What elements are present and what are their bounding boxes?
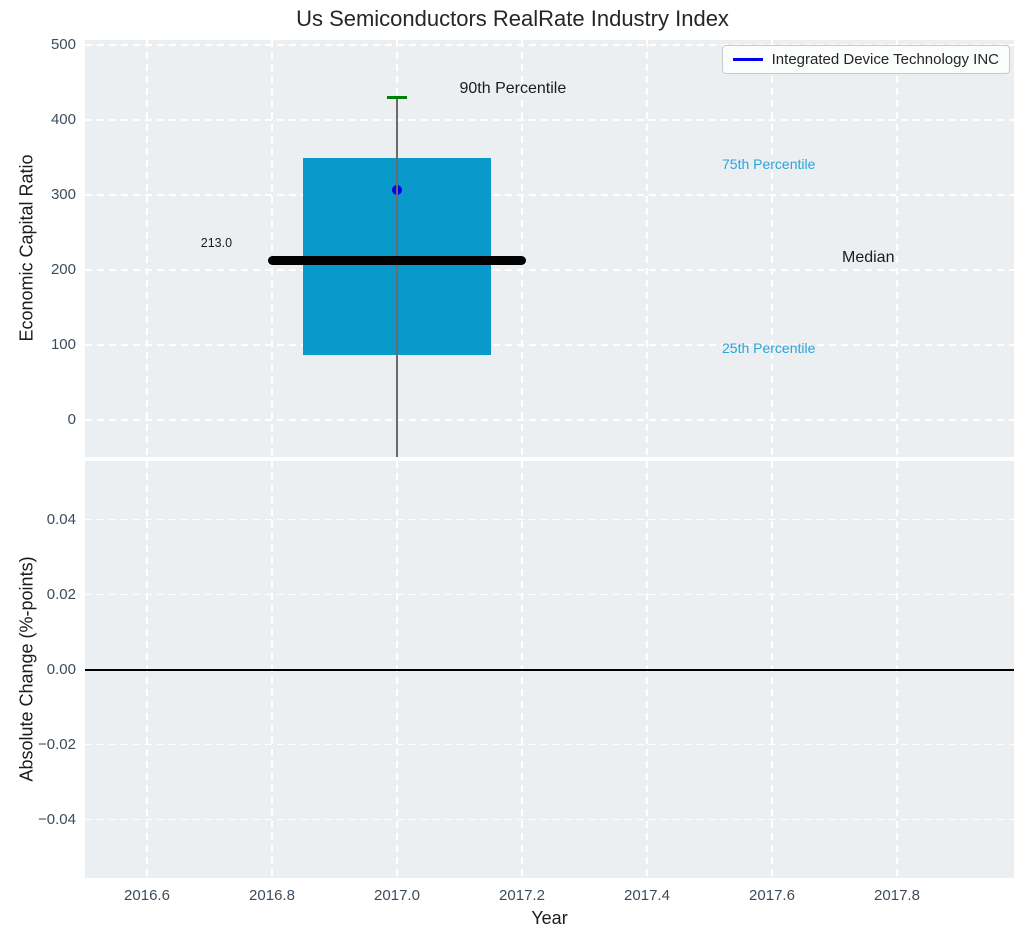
boxplot-p90-cap xyxy=(387,96,407,100)
gridline-horizontal xyxy=(85,518,1014,521)
gridline-horizontal xyxy=(85,119,1014,121)
x-tick-label: 2017.6 xyxy=(749,887,795,904)
annotation-25th-percentile: 25th Percentile xyxy=(722,340,816,357)
gridline-vertical xyxy=(646,40,648,457)
x-tick-label: 2017.4 xyxy=(624,887,670,904)
legend-label: Integrated Device Technology INC xyxy=(771,51,999,68)
x-tick-label: 2016.8 xyxy=(249,887,295,904)
gridline-vertical xyxy=(771,40,773,457)
y-tick-label: −0.02 xyxy=(38,735,76,753)
annotation-213-0: 213.0 xyxy=(200,236,233,251)
boxplot-median-line xyxy=(268,255,526,265)
y-tick-label: 400 xyxy=(50,111,76,129)
gridline-vertical xyxy=(271,40,273,457)
legend-line-icon xyxy=(732,58,763,61)
x-tick-label: 2016.6 xyxy=(124,887,170,904)
xlabel-year: Year xyxy=(531,908,568,928)
axes-bottom xyxy=(85,461,1014,878)
annotation-75th-percentile: 75th Percentile xyxy=(722,156,816,173)
y-tick-label: 500 xyxy=(50,36,76,54)
gridline-horizontal xyxy=(85,593,1014,596)
gridline-vertical xyxy=(896,40,898,457)
y-tick-label: 0.02 xyxy=(46,585,76,603)
gridline-horizontal xyxy=(85,44,1014,46)
x-tick-label: 2017.2 xyxy=(499,887,545,904)
gridline-horizontal xyxy=(85,269,1014,271)
y-tick-label: 300 xyxy=(50,186,76,204)
y-tick-label: 200 xyxy=(50,261,76,279)
y-tick-label: 0.00 xyxy=(46,660,76,678)
gridline-horizontal xyxy=(85,743,1014,746)
zero-line xyxy=(85,668,1014,671)
y-tick-label: 100 xyxy=(50,336,76,354)
y-tick-label: 0.04 xyxy=(46,510,76,528)
gridline-horizontal xyxy=(85,194,1014,196)
gridline-vertical xyxy=(521,40,523,457)
gridline-horizontal xyxy=(85,818,1014,821)
ylabel-economic-capital-ratio: Economic Capital Ratio xyxy=(16,154,37,342)
gridline-horizontal xyxy=(85,419,1014,421)
y-tick-label: 0 xyxy=(67,411,76,429)
gridline-horizontal xyxy=(85,344,1014,346)
y-tick-label: −0.04 xyxy=(38,810,76,828)
x-tick-label: 2017.8 xyxy=(874,887,920,904)
annotation-median: Median xyxy=(842,249,895,267)
axes-top: 90th Percentile 75th Percentile Median 25th… xyxy=(85,40,1014,457)
x-tick-label: 2017.0 xyxy=(374,887,420,904)
chart-title: Us Semiconductors RealRate Industry Inde… xyxy=(296,6,729,31)
gridline-vertical xyxy=(146,40,148,457)
annotation-90th-percentile: 90th Percentile xyxy=(459,80,567,98)
boxplot-whisker xyxy=(396,97,398,457)
legend: Integrated Device Technology INC xyxy=(721,45,1010,74)
